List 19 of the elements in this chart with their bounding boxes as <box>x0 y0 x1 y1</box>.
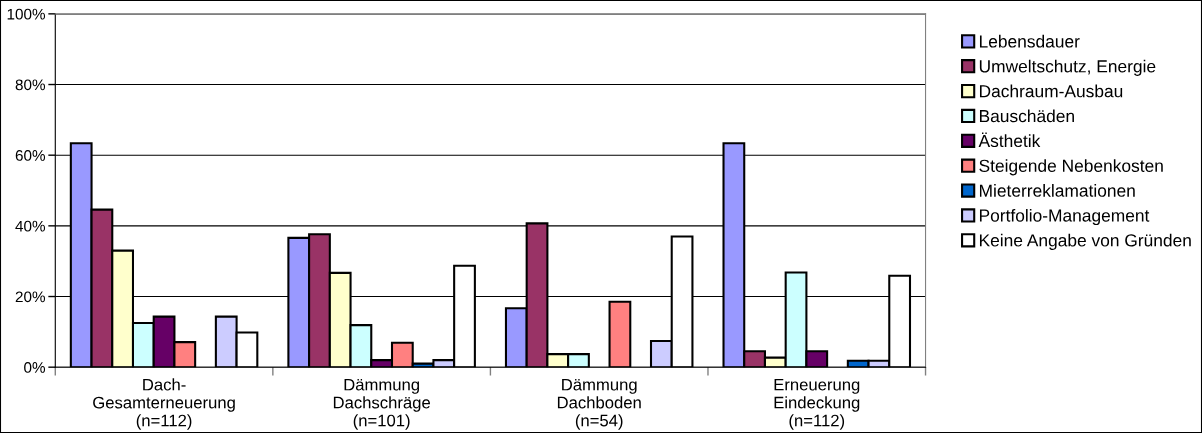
x-tick-label: Erneuerung Eindeckung (n=112) <box>774 378 860 430</box>
legend-label: Umweltschutz, Energie <box>979 59 1156 76</box>
legend-label: Dachraum-Ausbau <box>979 84 1123 98</box>
legend-label: Mieterreklamationen <box>979 184 1135 197</box>
x-tick-label: Dämmung Dachschräge (n=101) <box>333 378 430 430</box>
y-tick-label: 100% <box>7 8 46 20</box>
y-tick-label: 0% <box>24 362 46 373</box>
legend-label: Lebensdauer <box>979 34 1080 48</box>
legend-label: Keine Angabe von Gründen <box>979 233 1191 250</box>
x-tick-label: Dämmung Dachboden (n=54) <box>557 378 641 430</box>
legend-label: Portfolio-Management <box>979 208 1150 226</box>
legend-label: Ästhetik <box>978 132 1041 148</box>
legend-label: Bauschäden <box>979 109 1074 123</box>
y-tick-label: 60% <box>15 150 46 161</box>
y-tick-label: 80% <box>15 79 46 91</box>
x-tick-label: Dach- Gesamterneuerung (n=112) <box>93 378 235 430</box>
y-tick-label: 20% <box>15 291 46 303</box>
y-tick-label: 40% <box>15 220 46 232</box>
legend-label: Steigende Nebenkosten <box>979 159 1163 176</box>
